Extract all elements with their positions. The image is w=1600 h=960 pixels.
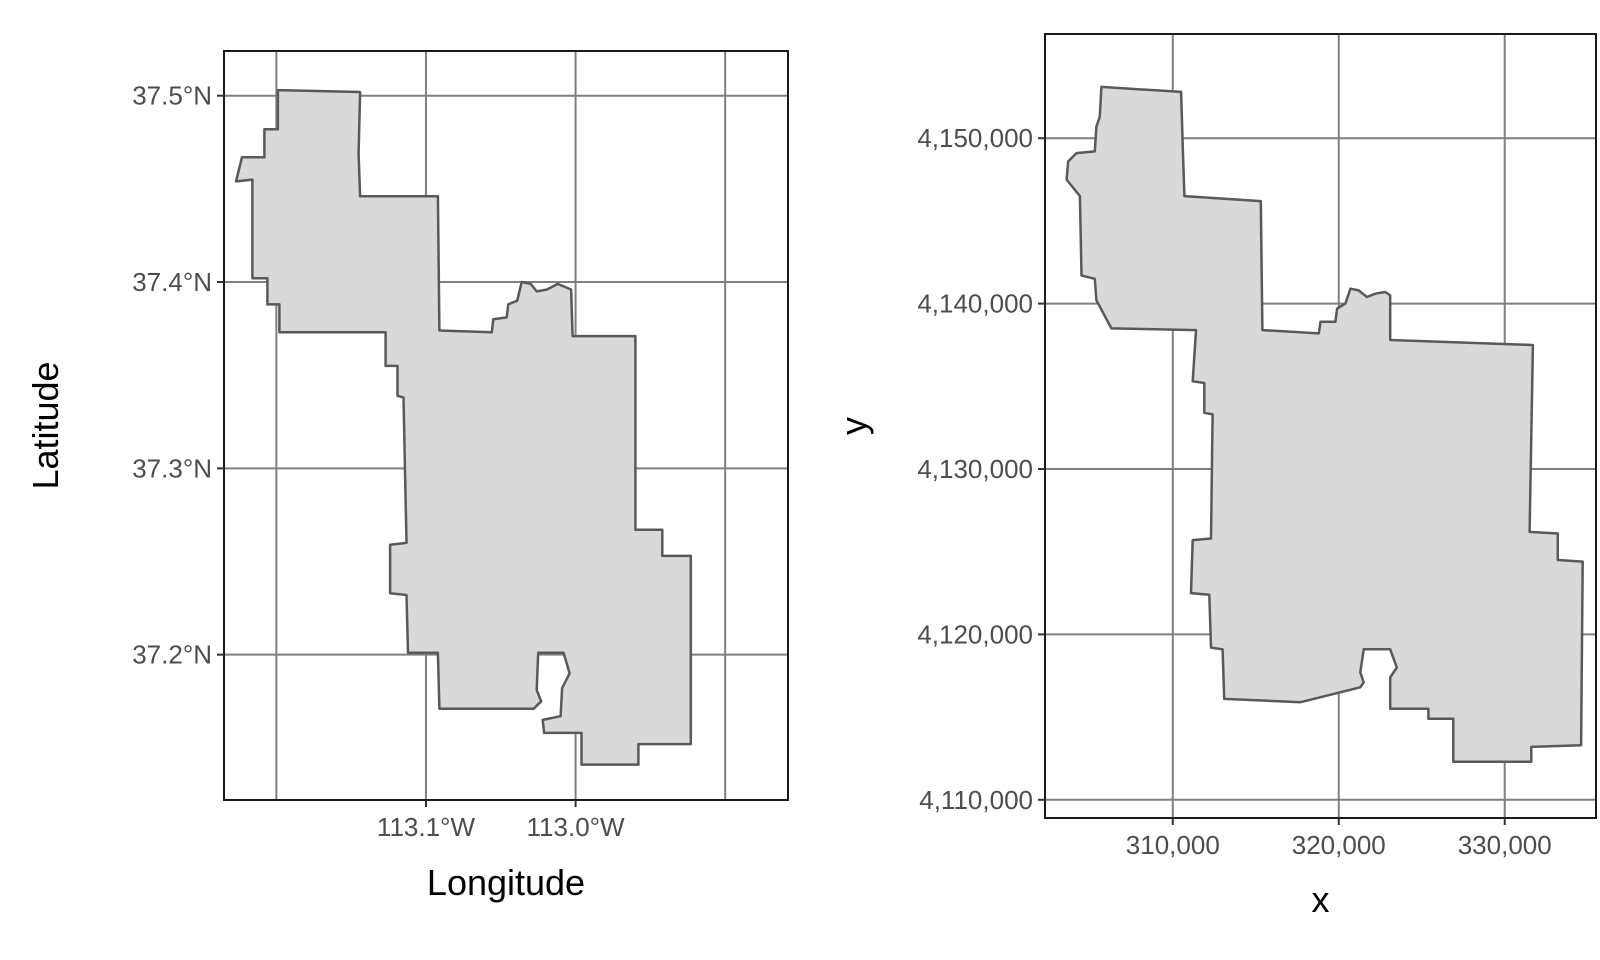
y-tick-label: 4,140,000	[917, 289, 1033, 319]
x-axis-title: x	[1312, 879, 1330, 920]
y-tick-label: 4,120,000	[917, 619, 1033, 649]
projected-map-panel: 310,000 320,000 330,000 4,110,000 4,120,000 4…	[833, 33, 1597, 920]
y-tick-label: 37.5°N	[132, 81, 212, 111]
x-tick-label: 320,000	[1292, 830, 1386, 860]
x-tick-label: 113.1°W	[377, 812, 476, 842]
x-tick-label: 330,000	[1458, 830, 1552, 860]
y-tick-label: 37.2°N	[132, 640, 212, 670]
panel-border	[1044, 33, 1597, 819]
y-tick-label: 4,130,000	[917, 454, 1033, 484]
x-axis-title: Longitude	[427, 862, 585, 903]
y-tick-label: 4,150,000	[917, 123, 1033, 153]
x-tick-label: 113.0°W	[527, 812, 626, 842]
x-tick-label: 310,000	[1126, 830, 1220, 860]
region-boundary	[1065, 85, 1584, 764]
geographic-map-panel: 113.1°W 113.0°W 37.2°N 37.3°N 37.4°N 37.5°N Lo…	[25, 50, 789, 903]
region-boundary	[234, 88, 693, 766]
y-axis-title: Latitude	[25, 361, 66, 489]
panel-border	[223, 50, 789, 801]
y-tick-label: 4,110,000	[919, 785, 1033, 815]
y-tick-label: 37.4°N	[132, 267, 212, 297]
y-axis-title: y	[833, 417, 874, 435]
y-tick-label: 37.3°N	[132, 453, 212, 483]
